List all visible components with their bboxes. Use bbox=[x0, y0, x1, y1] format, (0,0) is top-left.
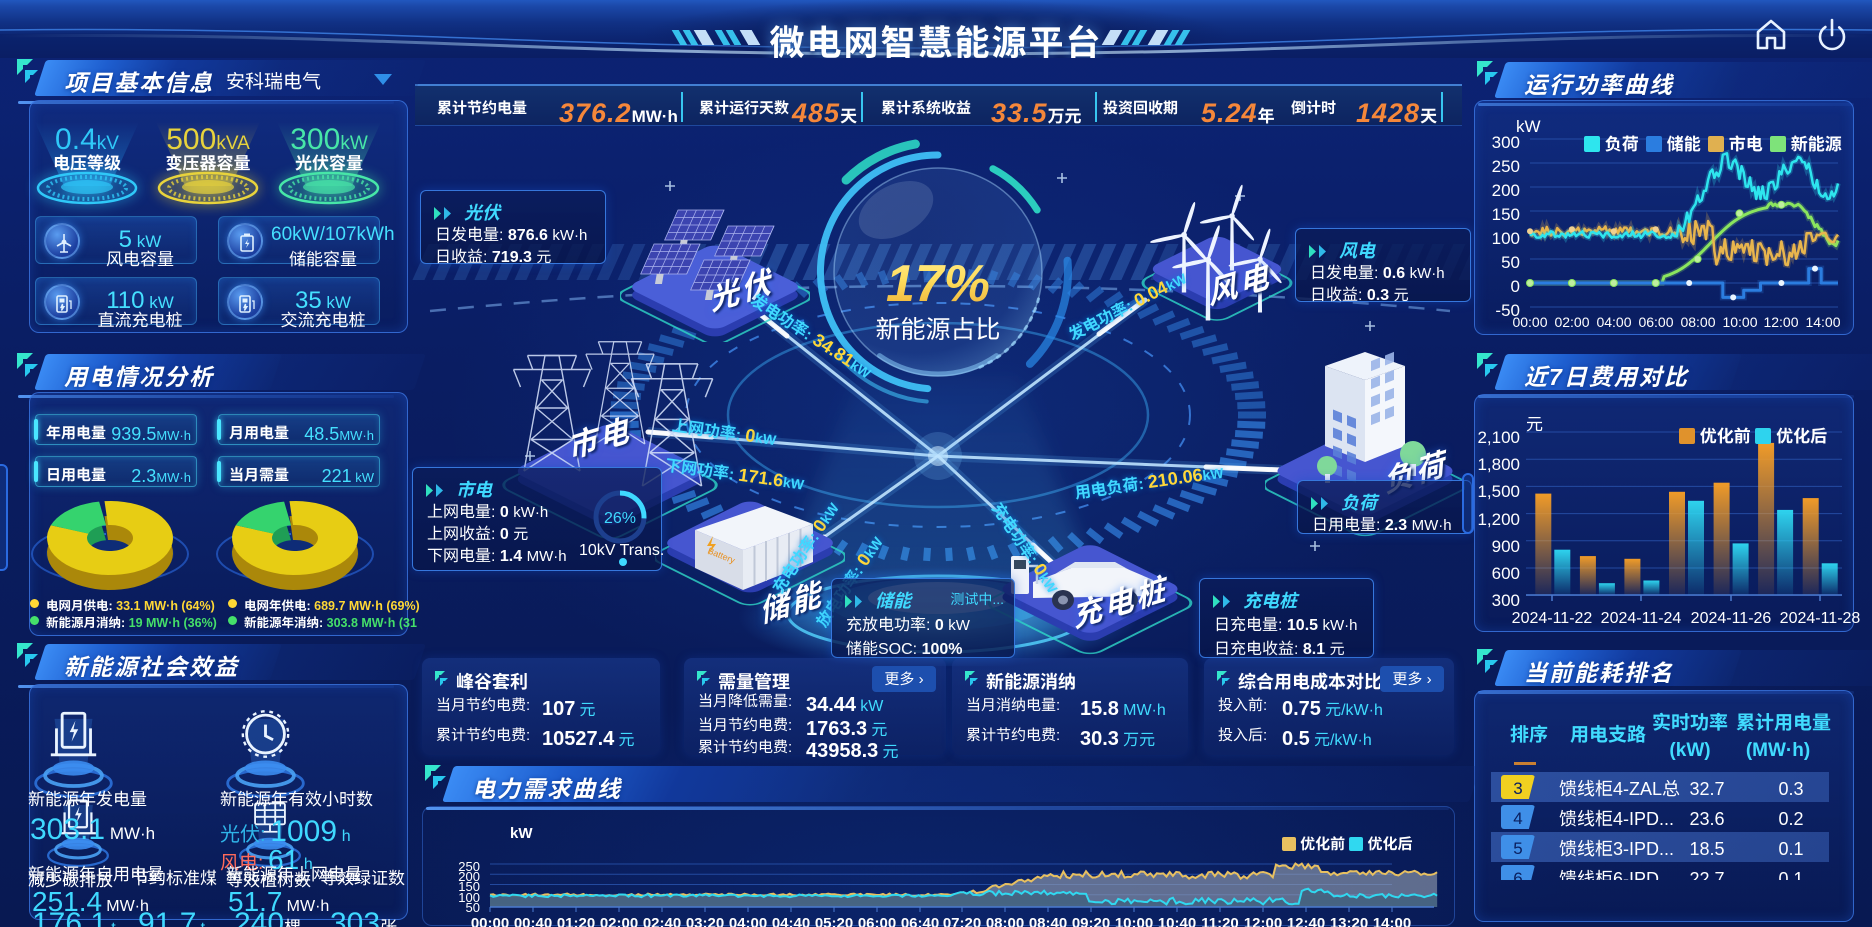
svg-text:17%: 17% bbox=[886, 241, 990, 316]
svg-text:新能源占比: 新能源占比 bbox=[875, 310, 1000, 346]
svg-text:26%: 26% bbox=[604, 504, 636, 528]
